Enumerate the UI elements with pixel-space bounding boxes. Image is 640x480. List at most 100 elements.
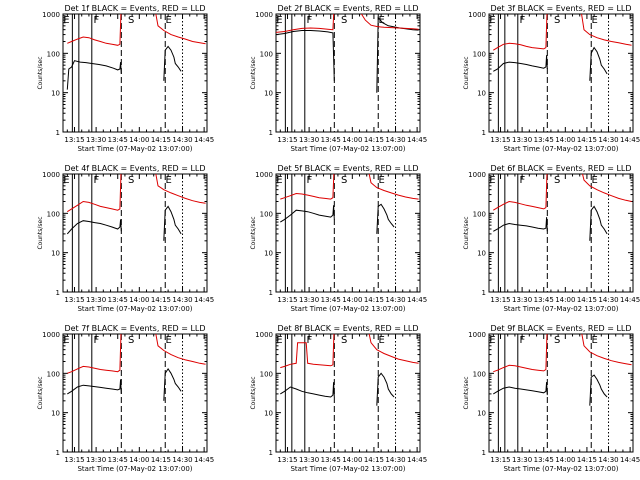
x-tick-label: 13:15 bbox=[277, 456, 297, 464]
y-tick-label: 100 bbox=[473, 50, 486, 58]
x-axis-label: Start Time (07-May-02 13:07:00) bbox=[503, 145, 618, 153]
x-tick-label: 13:30 bbox=[86, 136, 106, 144]
marker-e: E bbox=[63, 15, 69, 26]
series-group bbox=[493, 174, 632, 241]
marker-e: E bbox=[591, 175, 597, 186]
x-tick-label: 13:30 bbox=[512, 136, 532, 144]
x-tick-label: 14:00 bbox=[129, 456, 149, 464]
series-line-lld bbox=[493, 14, 548, 51]
marker-f: F bbox=[93, 335, 99, 346]
marker-e: E bbox=[276, 15, 282, 26]
marker-s: S bbox=[128, 15, 134, 26]
series-line-events bbox=[376, 203, 395, 234]
y-tick-label: 1 bbox=[56, 129, 60, 137]
chart-title: Det 4f BLACK = Events, RED = LLD bbox=[64, 164, 205, 173]
x-axis-label: Start Time (07-May-02 13:07:00) bbox=[503, 465, 618, 473]
x-tick-label: 14:45 bbox=[407, 296, 427, 304]
panel-det-6: Det 6f BLACK = Events, RED = LLD 1 10 100 10… bbox=[463, 164, 640, 313]
panel-det-4: Det 4f BLACK = Events, RED = LLD 1 10 100 10… bbox=[37, 164, 214, 313]
x-tick-label: 13:30 bbox=[86, 296, 106, 304]
series-line-events bbox=[376, 16, 419, 93]
marker-e: E bbox=[276, 335, 282, 346]
y-tick-label: 1 bbox=[56, 289, 60, 297]
y-tick-label: 1 bbox=[482, 289, 486, 297]
x-tick-label: 14:00 bbox=[342, 296, 362, 304]
y-tick-label: 10 bbox=[264, 250, 273, 258]
x-tick-label: 13:45 bbox=[534, 296, 554, 304]
y-tick-label: 1 bbox=[269, 129, 273, 137]
x-tick-label: 14:45 bbox=[620, 456, 640, 464]
panel-det-2: Det 2f BLACK = Events, RED = LLD 1 10 100 10… bbox=[250, 4, 427, 153]
x-tick-label: 13:45 bbox=[321, 136, 341, 144]
x-tick-label: 14:15 bbox=[577, 296, 597, 304]
series-line-lld bbox=[581, 14, 632, 46]
x-axis-label: Start Time (07-May-02 13:07:00) bbox=[290, 145, 405, 153]
series-line-events bbox=[67, 379, 122, 395]
x-tick-label: 14:15 bbox=[151, 136, 171, 144]
x-axis-label: Start Time (07-May-02 13:07:00) bbox=[77, 305, 192, 313]
marker-f: F bbox=[306, 335, 312, 346]
series-line-lld bbox=[368, 334, 419, 364]
series-line-events bbox=[376, 372, 395, 406]
x-tick-label: 14:00 bbox=[555, 296, 575, 304]
series-line-events bbox=[589, 205, 608, 241]
marker-f: F bbox=[519, 335, 525, 346]
chart-title: Det 8f BLACK = Events, RED = LLD bbox=[277, 324, 418, 333]
y-tick-label: 100 bbox=[260, 50, 273, 58]
x-tick-label: 14:45 bbox=[194, 296, 214, 304]
y-tick-label: 10 bbox=[264, 90, 273, 98]
marker-f: F bbox=[519, 15, 525, 26]
x-tick-label: 13:45 bbox=[534, 456, 554, 464]
x-tick-label: 14:15 bbox=[364, 296, 384, 304]
series-line-lld bbox=[582, 174, 632, 202]
panel-det-8: Det 8f BLACK = Events, RED = LLD 1 10 100 10… bbox=[250, 324, 427, 473]
x-tick-label: 14:30 bbox=[598, 296, 618, 304]
y-tick-label: 1000 bbox=[255, 171, 273, 179]
y-tick-label: 10 bbox=[51, 250, 60, 258]
y-tick-label: 1000 bbox=[468, 11, 486, 19]
y-tick-label: 100 bbox=[473, 210, 486, 218]
y-tick-label: 10 bbox=[264, 410, 273, 418]
marker-e: E bbox=[489, 15, 495, 26]
marker-e: E bbox=[489, 175, 495, 186]
y-axis-label: Counts/sec bbox=[463, 376, 470, 409]
x-tick-label: 13:15 bbox=[490, 136, 510, 144]
x-tick-label: 13:30 bbox=[86, 456, 106, 464]
x-tick-label: 14:15 bbox=[577, 456, 597, 464]
x-tick-label: 14:15 bbox=[577, 136, 597, 144]
marker-e: E bbox=[591, 335, 597, 346]
y-tick-label: 1000 bbox=[255, 331, 273, 339]
x-tick-label: 14:00 bbox=[129, 136, 149, 144]
chart-title: Det 2f BLACK = Events, RED = LLD bbox=[277, 4, 418, 13]
y-axis-label: Counts/sec bbox=[250, 376, 257, 409]
y-tick-label: 1 bbox=[56, 449, 60, 457]
x-tick-label: 13:45 bbox=[108, 296, 128, 304]
x-tick-label: 13:15 bbox=[490, 296, 510, 304]
marker-s: S bbox=[128, 335, 134, 346]
series-group bbox=[66, 174, 206, 241]
y-tick-label: 10 bbox=[477, 410, 486, 418]
series-line-events bbox=[66, 219, 122, 235]
panel-det-3: Det 3f BLACK = Events, RED = LLD 1 10 100 10… bbox=[463, 4, 640, 153]
axes-frame bbox=[62, 333, 208, 453]
axes-frame bbox=[62, 13, 208, 133]
x-tick-label: 13:15 bbox=[277, 296, 297, 304]
x-axis-label: Start Time (07-May-02 13:07:00) bbox=[290, 305, 405, 313]
y-tick-label: 1000 bbox=[255, 11, 273, 19]
x-tick-label: 13:15 bbox=[64, 456, 84, 464]
x-tick-label: 13:30 bbox=[299, 456, 319, 464]
x-tick-label: 14:30 bbox=[385, 136, 405, 144]
axes-frame bbox=[275, 333, 421, 453]
y-tick-label: 10 bbox=[477, 250, 486, 258]
series-line-lld bbox=[280, 334, 335, 369]
series-group bbox=[493, 14, 632, 81]
marker-e: E bbox=[276, 175, 282, 186]
marker-s: S bbox=[554, 15, 560, 26]
y-tick-label: 10 bbox=[51, 90, 60, 98]
x-tick-label: 14:15 bbox=[151, 456, 171, 464]
x-tick-label: 14:00 bbox=[555, 136, 575, 144]
y-tick-label: 100 bbox=[47, 210, 60, 218]
y-tick-label: 1000 bbox=[468, 331, 486, 339]
panel-det-1: Det 1f BLACK = Events, RED = LLD 1 10 100 10… bbox=[37, 4, 214, 153]
marker-e: E bbox=[591, 15, 597, 26]
